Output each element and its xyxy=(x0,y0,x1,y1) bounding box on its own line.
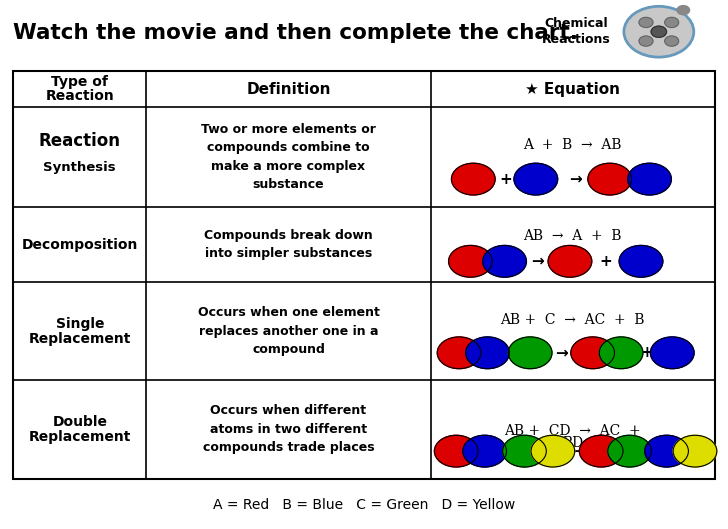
Text: Occurs when different
atoms in two different
compounds trade places: Occurs when different atoms in two diffe… xyxy=(202,405,374,454)
Circle shape xyxy=(624,6,694,57)
Circle shape xyxy=(548,245,592,277)
Text: Compounds break down
into simpler substances: Compounds break down into simpler substa… xyxy=(204,229,373,260)
Circle shape xyxy=(651,26,667,38)
Circle shape xyxy=(508,337,552,369)
Text: Single: Single xyxy=(55,317,104,331)
Circle shape xyxy=(608,435,652,467)
Text: +: + xyxy=(599,254,612,269)
Circle shape xyxy=(639,17,653,28)
Circle shape xyxy=(483,245,526,277)
Circle shape xyxy=(463,435,507,467)
Text: +: + xyxy=(501,345,514,360)
Text: Watch the movie and then complete the chart.: Watch the movie and then complete the ch… xyxy=(13,23,578,43)
Circle shape xyxy=(502,435,546,467)
Circle shape xyxy=(599,337,643,369)
Circle shape xyxy=(619,245,662,277)
Text: →: → xyxy=(571,444,583,459)
Circle shape xyxy=(665,17,678,28)
Text: +: + xyxy=(499,171,513,187)
Text: Synthesis: Synthesis xyxy=(44,161,116,174)
Circle shape xyxy=(448,245,492,277)
Circle shape xyxy=(628,163,671,195)
Circle shape xyxy=(639,36,653,46)
Text: Occurs when one element
replaces another one in a
compound: Occurs when one element replaces another… xyxy=(197,306,379,357)
Text: ★ Equation: ★ Equation xyxy=(526,82,620,97)
Text: Two or more elements or
compounds combine to
make a more complex
substance: Two or more elements or compounds combin… xyxy=(201,123,376,191)
Text: Double: Double xyxy=(52,415,107,429)
Text: →: → xyxy=(569,171,582,187)
Text: AB +  C  →  AC  +  B: AB + C → AC + B xyxy=(501,313,645,326)
Text: BD: BD xyxy=(562,436,583,450)
Text: AB +  CD  →  AC  +: AB + CD → AC + xyxy=(505,424,641,439)
Circle shape xyxy=(579,435,623,467)
Text: Definition: Definition xyxy=(246,82,331,97)
Text: Reaction: Reaction xyxy=(45,89,114,103)
Text: Chemical: Chemical xyxy=(545,17,609,30)
Circle shape xyxy=(466,337,510,369)
Circle shape xyxy=(435,435,478,467)
Text: A  +  B  →  AB: A + B → AB xyxy=(523,138,622,152)
Circle shape xyxy=(571,337,614,369)
Text: AB  →  A  +  B: AB → A + B xyxy=(523,229,622,243)
Text: →: → xyxy=(555,345,568,360)
Bar xyxy=(13,71,715,479)
Circle shape xyxy=(645,435,689,467)
Circle shape xyxy=(451,163,495,195)
Circle shape xyxy=(438,337,481,369)
Text: Type of: Type of xyxy=(52,76,108,89)
Circle shape xyxy=(673,435,717,467)
Text: Reaction: Reaction xyxy=(39,132,121,150)
Text: Replacement: Replacement xyxy=(28,430,131,444)
Text: A = Red   B = Blue   C = Green   D = Yellow: A = Red B = Blue C = Green D = Yellow xyxy=(213,498,515,512)
Text: Replacement: Replacement xyxy=(28,332,131,345)
Circle shape xyxy=(531,435,574,467)
Circle shape xyxy=(588,163,632,195)
Circle shape xyxy=(650,337,694,369)
Text: Decomposition: Decomposition xyxy=(22,238,138,252)
Text: Reactions: Reactions xyxy=(542,33,611,46)
Text: →: → xyxy=(531,254,544,269)
Circle shape xyxy=(677,6,689,15)
Text: +: + xyxy=(641,444,654,459)
Text: +: + xyxy=(499,444,513,459)
Text: +: + xyxy=(641,345,653,360)
Circle shape xyxy=(665,36,678,46)
Circle shape xyxy=(514,163,558,195)
